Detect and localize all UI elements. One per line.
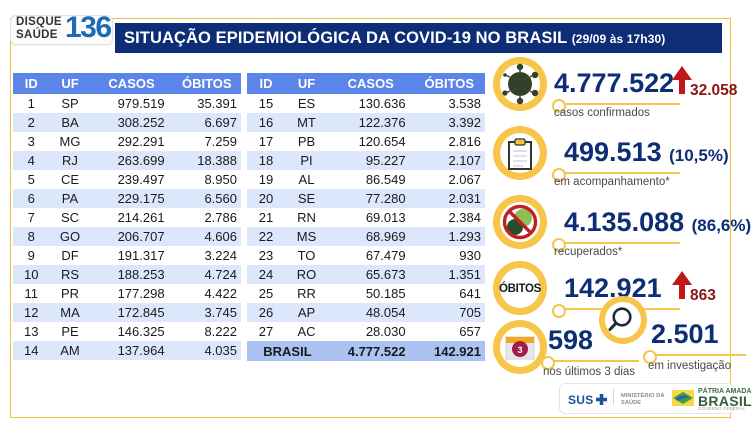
svg-text:3: 3	[517, 345, 522, 355]
